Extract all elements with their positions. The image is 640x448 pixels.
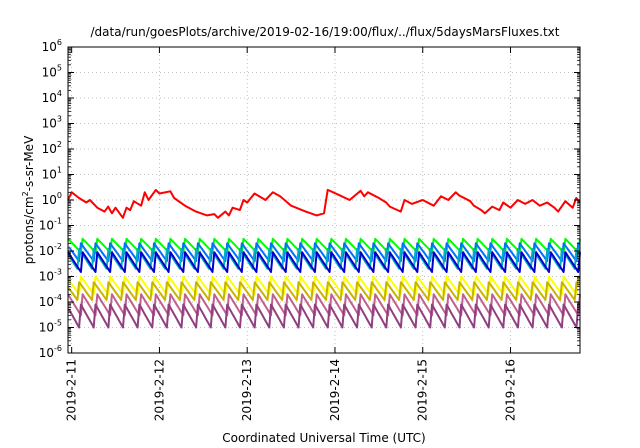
y-tick-label: 10-5 (39, 319, 62, 335)
series-line (68, 275, 581, 296)
y-tick-label: 100 (42, 191, 62, 207)
x-tick-label: 2019-2-14 (328, 359, 342, 421)
y-tick-label: 102 (42, 140, 62, 156)
y-tick-label: 10-4 (39, 293, 62, 309)
y-tick-label: 104 (42, 89, 62, 105)
x-tick-label: 2019-2-12 (152, 359, 166, 421)
x-tick-label: 2019-2-15 (416, 359, 430, 421)
series-line (67, 303, 581, 329)
y-tick-label: 101 (42, 166, 62, 182)
y-tick-label: 10-6 (39, 344, 62, 360)
series-line (67, 248, 580, 270)
y-tick-label: 10-1 (39, 217, 62, 233)
x-axis: 2019-2-11 2019-2-12 2019-2-13 2019-2-14 2019… (65, 47, 518, 421)
plot-lines (67, 188, 581, 329)
x-tick-label: 2019-2-16 (504, 359, 518, 421)
y-axis: 10-6 10-5 10-4 10-3 10-2 10-1 100 101 102 103 104 1… (39, 38, 580, 360)
series-line (67, 188, 581, 219)
y-tick-label: 106 (42, 38, 62, 54)
chart-title: /data/run/goesPlots/archive/2019-02-16/1… (91, 25, 560, 39)
y-tick-label: 103 (42, 115, 62, 131)
y-tick-label: 105 (42, 64, 62, 80)
series-line (67, 251, 581, 273)
x-axis-label: Coordinated Universal Time (UTC) (222, 431, 425, 445)
y-tick-label: 10-2 (39, 242, 62, 258)
x-tick-label: 2019-2-11 (65, 359, 79, 421)
series-line (67, 242, 581, 263)
y-tick-label: 10-3 (39, 268, 62, 284)
series-line (67, 281, 580, 301)
y-axis-label: protons/cm2-s-sr-MeV (21, 135, 36, 264)
x-tick-label: 2019-2-13 (240, 359, 254, 421)
